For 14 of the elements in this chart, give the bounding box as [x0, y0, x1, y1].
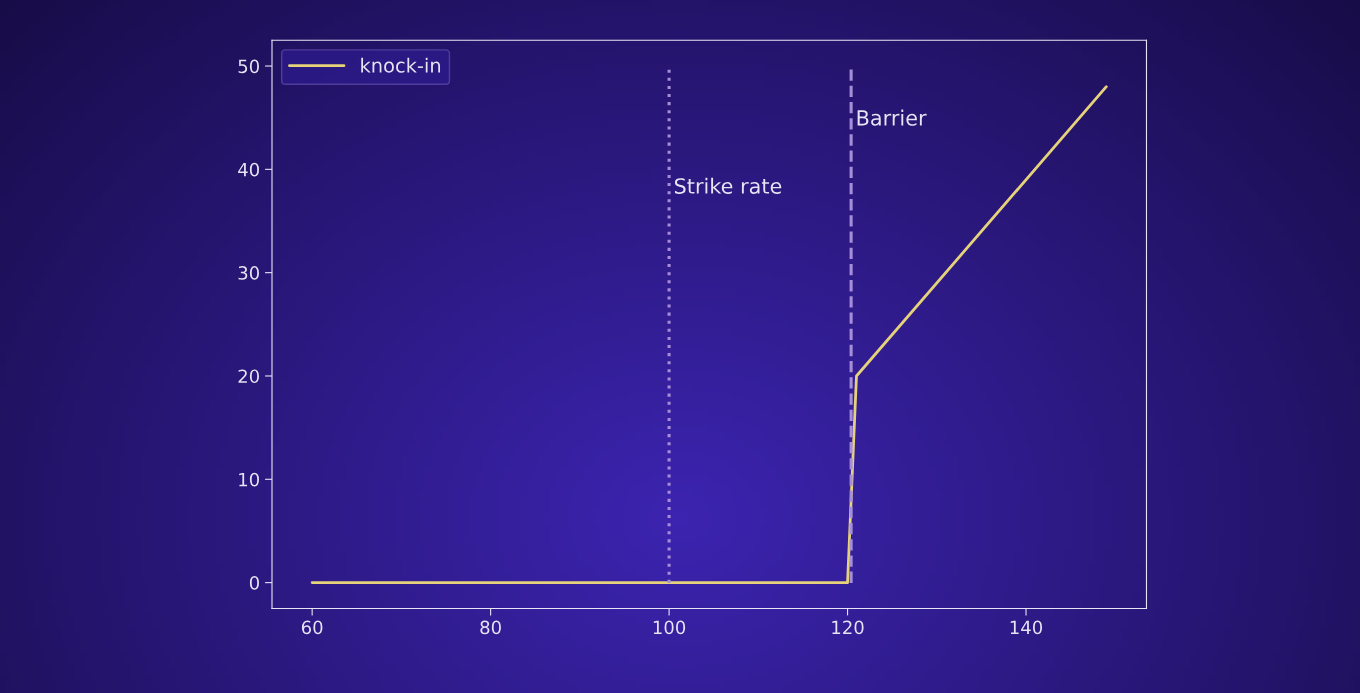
y-tick-label: 40 — [238, 162, 259, 177]
y-tick-label: 10 — [239, 472, 259, 487]
x-tick-label: 120 — [832, 620, 864, 635]
legend-label: knock-in — [361, 57, 441, 73]
x-tick-label: 140 — [1010, 620, 1043, 635]
y-tick-label: 30 — [238, 266, 259, 280]
y-tick-label: 50 — [238, 59, 259, 74]
x-tick-label: 60 — [301, 620, 323, 635]
y-tick-label: 20 — [238, 369, 259, 384]
ref-line-label: Barrier — [857, 109, 927, 126]
y-tick-label: 0 — [249, 576, 259, 590]
x-tick-label: 80 — [480, 620, 501, 635]
ref-line-label: Strike rate — [674, 177, 782, 194]
x-tick-label: 100 — [653, 620, 686, 635]
